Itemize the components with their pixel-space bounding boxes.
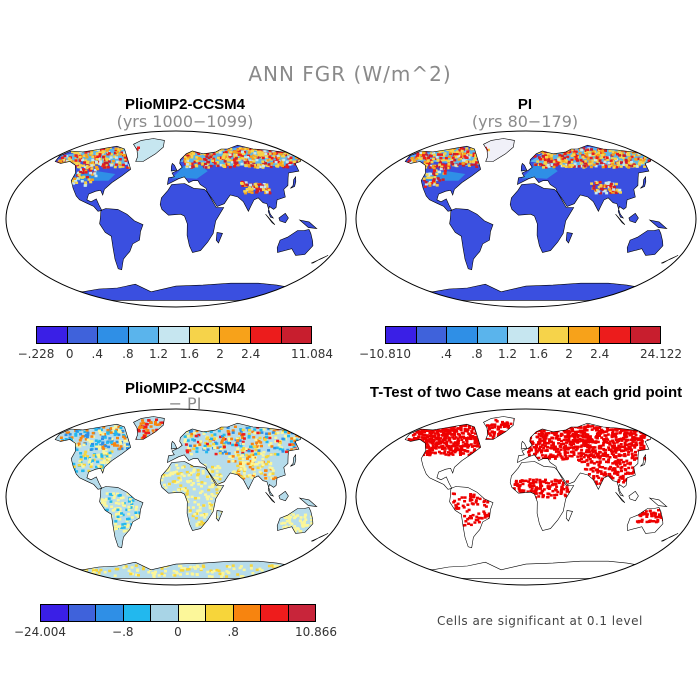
colorbar-case-swatch <box>250 327 282 343</box>
colorbar-pi-tick-label: 24.122 <box>640 347 682 361</box>
colorbar-case-swatch <box>98 327 129 343</box>
colorbar-case-tick-label: 11.084 <box>291 347 333 361</box>
colorbar-case-tick-label: 2 <box>216 347 224 361</box>
ocean <box>6 409 346 585</box>
map-frame <box>5 408 347 586</box>
map-frame <box>5 130 347 308</box>
colorbar-pi-swatch <box>386 327 417 343</box>
colorbar-case-swatch <box>128 327 160 343</box>
colorbar-case-tick-label: −.228 <box>17 347 55 361</box>
diff-field-layer <box>6 409 346 585</box>
colorbar-case-swatch <box>281 327 312 343</box>
colorbar-pi-swatch <box>416 327 448 343</box>
ttest-field-layer <box>356 409 696 585</box>
colorbar-pi-swatch <box>630 327 661 343</box>
colorbar-case-tick-label: 2.4 <box>241 347 261 361</box>
colorbar-case-swatch <box>67 327 99 343</box>
panel2-title: PI <box>517 96 533 113</box>
colorbar-difference-swatch <box>206 605 234 621</box>
colorbar-pi-swatch <box>569 327 600 343</box>
colorbar-difference-tick-label: 10.866 <box>295 625 337 639</box>
ocean <box>6 131 346 307</box>
colorbar-difference-tick-label: .8 <box>227 625 239 639</box>
colorbar-case-tick-label: 1.6 <box>179 347 199 361</box>
colorbar-case-tick-label: .8 <box>122 347 134 361</box>
ocean <box>356 131 696 307</box>
colorbar-pi-tick-label: 1.2 <box>497 347 518 361</box>
map-case <box>5 130 347 308</box>
colorbar-difference-swatch <box>151 605 179 621</box>
colorbar-case-swatch <box>220 327 251 343</box>
colorbar-difference-tick-label: −.8 <box>112 625 134 639</box>
colorbar-case-swatch <box>37 327 68 343</box>
colorbar-pi-swatch <box>477 327 509 343</box>
pi-field-layer <box>356 131 696 307</box>
colorbar-pi-tick-label: .8 <box>471 347 483 361</box>
colorbar-difference-swatch <box>288 605 315 621</box>
colorbar-difference-swatch <box>41 605 69 621</box>
map-difference <box>5 408 347 586</box>
colorbar-case-tick-label: .4 <box>91 347 103 361</box>
colorbar-difference-swatch <box>68 605 96 621</box>
colorbar-pi-tick-label: 2.4 <box>590 347 610 361</box>
colorbar-pi <box>385 326 661 344</box>
colorbar-case-tick-label: 0 <box>65 347 74 361</box>
colorbar-difference-swatch <box>123 605 151 621</box>
colorbar-difference-swatch <box>233 605 261 621</box>
colorbar-pi-swatch <box>599 327 631 343</box>
panel3-title: PlioMIP2-CCSM4 <box>124 380 245 397</box>
speckle-cells <box>401 146 665 195</box>
panel2-subtitle: (yrs 80−179) <box>471 112 579 131</box>
map-frame <box>355 408 697 586</box>
coastlines <box>404 138 679 301</box>
panel1-subtitle: (yrs 1000−1099) <box>116 112 254 131</box>
colorbar-case-swatch <box>159 327 190 343</box>
colorbar-pi-swatch <box>508 327 539 343</box>
case-field-layer <box>6 131 346 307</box>
map-ttest <box>355 408 697 586</box>
panel1-title: PlioMIP2-CCSM4 <box>124 96 245 113</box>
colorbar-pi-tick-label: 1.6 <box>528 347 548 361</box>
map-pi <box>355 130 697 308</box>
coastlines <box>54 416 329 579</box>
colorbar-difference <box>40 604 316 622</box>
colorbar-pi-tick-label: 2 <box>565 347 573 361</box>
colorbar-pi-tick-label: −10.810 <box>358 347 412 361</box>
colorbar-pi-tick-label: .4 <box>440 347 452 361</box>
figure-title: ANN FGR (W/m^2) <box>248 62 452 86</box>
colorbar-difference-swatch <box>178 605 206 621</box>
ocean <box>356 409 696 585</box>
colorbar-pi-swatch <box>538 327 570 343</box>
colorbar-case <box>36 326 312 344</box>
colorbar-difference-tick-label: −24.004 <box>13 625 67 639</box>
colorbar-difference-tick-label: 0 <box>174 625 182 639</box>
map-frame <box>355 130 697 308</box>
colorbar-difference-swatch <box>261 605 289 621</box>
colorbar-case-tick-label: 1.2 <box>148 347 169 361</box>
colorbar-pi-swatch <box>447 327 478 343</box>
speckle-cells <box>55 146 315 195</box>
colorbar-difference-swatch <box>96 605 124 621</box>
panel4-title: T-Test of two Case means at each grid po… <box>369 384 683 401</box>
colorbar-case-swatch <box>189 327 221 343</box>
panel3-subtitle: − PI <box>168 394 202 413</box>
significance-note: Cells are significant at 0.1 level <box>437 614 643 628</box>
